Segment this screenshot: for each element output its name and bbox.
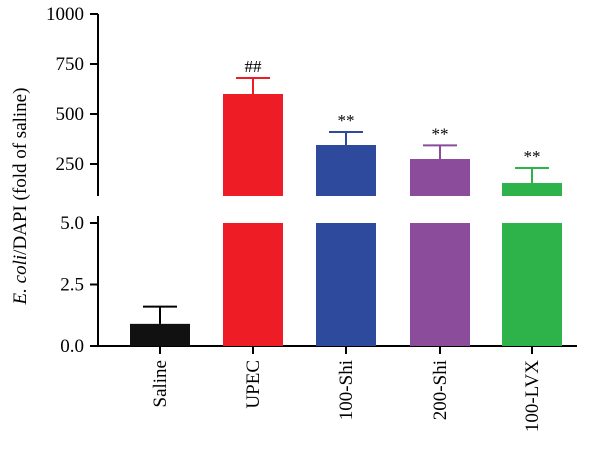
bar-upper-segment xyxy=(223,94,283,196)
bar-upper-segment xyxy=(316,145,376,196)
bar-upper-segment xyxy=(502,183,562,196)
significance-label: ** xyxy=(338,111,355,130)
bar-lower-segment xyxy=(410,223,470,346)
bar-upper-segment xyxy=(410,159,470,196)
bar-lower-segment xyxy=(223,223,283,346)
y-tick-label: 5.0 xyxy=(60,213,84,234)
x-tick-label: Saline xyxy=(150,360,171,408)
y-tick-label: 500 xyxy=(56,104,85,125)
y-axis-label-italic: E. coli xyxy=(10,255,31,306)
y-axis-label-rest: /DAPI (fold of saline) xyxy=(10,88,31,255)
y-axis-label: E. coli/DAPI (fold of saline) xyxy=(10,88,31,306)
significance-label: ** xyxy=(432,124,449,143)
significance-label: ** xyxy=(524,147,541,166)
x-tick-label: 100-Shi xyxy=(336,360,357,420)
bar-lower-segment xyxy=(316,223,376,346)
x-tick-label: 100-LVX xyxy=(522,360,543,432)
y-tick-label: 1000 xyxy=(46,4,84,25)
significance-label: ## xyxy=(245,57,263,76)
y-tick-label: 2.5 xyxy=(60,275,84,296)
error-bars xyxy=(143,77,549,324)
bar-lower-segment xyxy=(502,223,562,346)
y-tick-label: 750 xyxy=(56,54,85,75)
x-tick-label: UPEC xyxy=(243,360,264,409)
bars xyxy=(130,94,562,346)
bar xyxy=(130,323,190,346)
significance-annotations: ## ** ** ** xyxy=(245,57,541,166)
y-tick-label: 0.0 xyxy=(60,336,84,357)
y-tick-labels: 0.0 2.5 5.0 250 500 750 1000 xyxy=(46,4,84,357)
x-tick-label: 200-Shi xyxy=(430,360,451,420)
x-tick-labels: Saline UPEC 100-Shi 200-Shi 100-LVX xyxy=(150,360,543,432)
y-tick-label: 250 xyxy=(56,154,85,175)
